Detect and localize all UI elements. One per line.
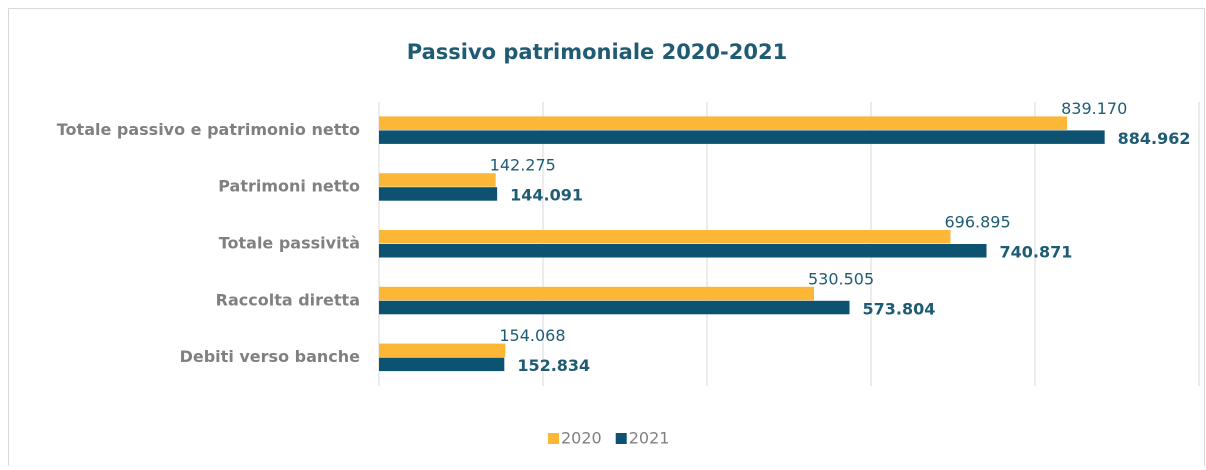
bar	[379, 286, 815, 301]
bar	[379, 244, 987, 258]
bar	[379, 116, 1068, 130]
legend-swatch	[548, 433, 559, 444]
data-label: 884.962	[1118, 129, 1191, 148]
bar	[379, 300, 850, 315]
y-tick-label: Raccolta diretta	[216, 290, 360, 309]
y-tick-label: Totale passività	[219, 234, 360, 253]
data-label: 573.804	[863, 299, 936, 318]
data-label: 839.170	[1061, 99, 1127, 118]
data-label: 740.871	[1000, 243, 1073, 262]
bar	[379, 343, 506, 358]
bar	[379, 130, 1105, 144]
data-label: 530.505	[808, 269, 874, 288]
legend-swatch	[615, 433, 627, 444]
y-tick-label: Debiti verso banche	[180, 347, 361, 366]
y-tick-label: Totale passivo e patrimonio netto	[57, 120, 360, 139]
bar	[379, 173, 496, 187]
data-label: 154.068	[499, 326, 565, 345]
chart-title: Passivo patrimoniale 2020-2021	[407, 40, 787, 64]
bar	[379, 357, 505, 372]
data-label: 144.091	[510, 186, 583, 205]
legend-label: 2021	[629, 429, 670, 448]
legend-label: 2020	[561, 429, 602, 448]
data-label: 142.275	[490, 156, 556, 175]
y-tick-label: Patrimoni netto	[218, 177, 360, 196]
bar	[379, 230, 951, 244]
data-label: 152.834	[517, 356, 590, 375]
data-label: 696.895	[944, 213, 1010, 232]
bar	[379, 187, 498, 201]
